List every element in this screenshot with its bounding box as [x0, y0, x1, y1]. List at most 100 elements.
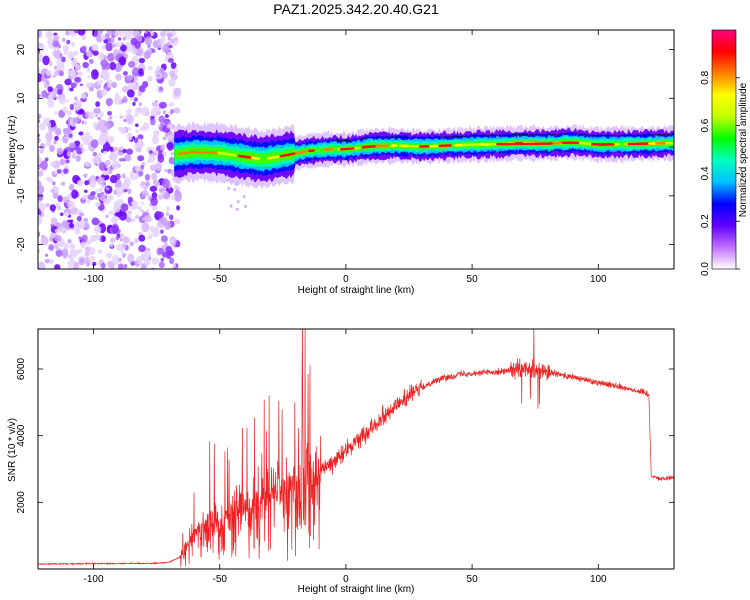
noise-blob — [118, 56, 127, 66]
noise-blob — [105, 98, 113, 106]
ridge-core — [323, 147, 334, 151]
noise-blob — [81, 45, 87, 52]
noise-blob — [172, 266, 178, 269]
noise-blob — [73, 50, 79, 56]
noise-blob — [87, 75, 91, 79]
chart-title: PAZ1.2025.342.20.40.G21 — [273, 1, 439, 17]
noise-blob — [50, 217, 58, 225]
noise-blob — [74, 96, 78, 101]
spectrogram-frame — [37, 29, 675, 270]
noise-blob — [63, 127, 71, 135]
noise-blob — [173, 218, 181, 225]
noise-blob — [111, 224, 119, 235]
x-tick-label: -100 — [84, 574, 104, 585]
noise-blob — [74, 76, 82, 83]
noise-blob — [122, 96, 128, 104]
noise-blob — [144, 174, 151, 181]
noise-blob — [157, 42, 162, 49]
noise-blob — [146, 208, 150, 213]
noise-blob — [56, 168, 62, 174]
noise-blob — [81, 234, 88, 243]
ridge-core — [202, 151, 221, 155]
ridge-core — [250, 156, 260, 160]
noise-blob — [72, 117, 81, 124]
noise-blob — [74, 99, 83, 110]
noise-blob — [126, 132, 133, 141]
noise-blob — [85, 50, 92, 57]
noise-blob — [105, 174, 110, 180]
snr-x-axis-label: Height of straight line (km) — [298, 584, 415, 595]
noise-blob — [93, 107, 101, 114]
noise-blob — [109, 262, 115, 269]
noise-blob — [229, 204, 233, 208]
noise-blob — [90, 69, 99, 80]
ridge-core — [339, 147, 355, 151]
noise-blob — [131, 200, 137, 207]
noise-blob — [144, 36, 152, 46]
noise-blob — [166, 32, 173, 38]
noise-blob — [140, 253, 147, 261]
noise-blob — [38, 185, 45, 194]
noise-blob — [54, 264, 61, 269]
noise-blob — [97, 117, 101, 120]
noise-blob — [71, 41, 76, 48]
noise-blob — [164, 30, 170, 34]
colorbar-tick-label: 0.4 — [700, 166, 711, 180]
noise-blob — [74, 227, 81, 235]
noise-blob — [170, 152, 175, 156]
noise-blob — [44, 258, 51, 264]
noise-blob — [99, 79, 104, 83]
noise-blob — [141, 201, 145, 205]
noise-blob — [120, 203, 129, 212]
x-tick-label: 50 — [467, 574, 479, 585]
ridge-core — [227, 153, 237, 157]
noise-blob — [105, 186, 110, 191]
noise-blob — [79, 83, 83, 87]
noise-blob — [63, 242, 69, 249]
noise-blob — [82, 136, 91, 145]
noise-blob — [174, 189, 180, 196]
noise-blob — [38, 51, 40, 56]
noise-blob — [77, 30, 86, 36]
snr-frame — [37, 328, 675, 570]
colorbar-label: Normalized spectral amplitude — [738, 82, 749, 217]
noise-blob — [134, 165, 141, 172]
noise-blob — [49, 204, 56, 212]
noise-blob — [47, 121, 52, 128]
spectrogram-y-ticks: -20 -10 0 10 20 — [16, 44, 674, 252]
noise-blob — [62, 106, 68, 113]
noise-blob — [61, 248, 69, 258]
noise-blob — [66, 110, 72, 116]
noise-blob — [78, 236, 82, 241]
noise-blob — [167, 133, 174, 140]
noise-blob — [150, 197, 158, 206]
noise-blob — [137, 205, 142, 211]
noise-blob — [139, 126, 146, 131]
ridge-band — [174, 139, 674, 165]
noise-blob — [38, 137, 41, 144]
noise-blob — [110, 151, 119, 161]
noise-blob — [67, 239, 72, 244]
colorbar-tick-label: 0.8 — [700, 70, 711, 84]
noise-blob — [134, 238, 139, 244]
noise-blob — [100, 88, 108, 97]
noise-blob — [158, 101, 167, 109]
noise-blob — [71, 82, 77, 88]
noise-blob — [134, 40, 141, 49]
noise-blob — [99, 162, 106, 171]
noise-blob — [63, 51, 68, 56]
noise-blob — [158, 194, 163, 200]
noise-blob — [109, 244, 114, 248]
noise-blob — [101, 235, 106, 243]
noise-blob — [89, 59, 94, 64]
noise-blob — [151, 204, 158, 211]
ridge-core — [295, 150, 308, 155]
noise-blob — [78, 131, 84, 136]
noise-blob — [111, 81, 118, 89]
x-tick-label: -50 — [212, 274, 227, 285]
noise-blob — [164, 168, 168, 172]
noise-blob — [164, 220, 172, 230]
noise-blob — [128, 61, 136, 68]
noise-blob — [65, 30, 70, 36]
